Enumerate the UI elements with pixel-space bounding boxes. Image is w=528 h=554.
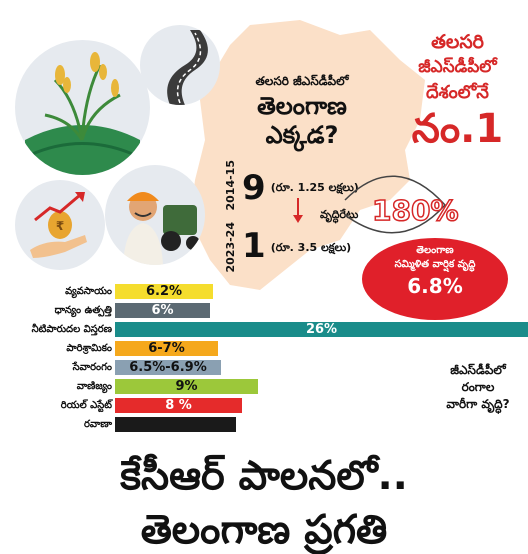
rank-box-line3: దేశంలోనే: [426, 82, 489, 103]
svg-text:₹: ₹: [56, 219, 64, 233]
sector-bar-value: 8 %: [165, 398, 192, 413]
sector-bar-value: 9%: [175, 379, 198, 394]
headline-line2: తెలంగాణ ప్రగతి: [140, 507, 388, 553]
rank-box: తలసరి జీఎస్‌డీపీలో దేశంలోనే నం.1: [390, 30, 525, 152]
cagr-badge: తెలంగాణ సమ్మిళిత వార్షిక వృద్ధి 6.8%: [362, 238, 508, 320]
sector-label: సేవారంగం: [72, 362, 112, 373]
sector-label: వ్యవసాయం: [65, 286, 112, 297]
money-growth-icon: ₹: [15, 180, 105, 270]
map-heading: తలసరి జీఎస్‌డీపీలో తెలంగాణ ఎక్కడ?: [222, 74, 382, 149]
down-arrow-icon: [293, 198, 303, 223]
rank-2023-amount: (రూ. 3.5 లక్షలు): [270, 241, 352, 254]
sector-bar: 8 %: [115, 398, 242, 413]
map-heading-line1: తలసరి జీఎస్‌డీపీలో: [255, 74, 349, 88]
sector-label: పారిశ్రామికం: [66, 343, 112, 354]
sector-label: నీటిపారుదల విస్తరణ: [31, 324, 112, 335]
rank-2014: 9 (రూ. 1.25 లక్షలు): [242, 168, 359, 208]
year-2023-24: 2023-24: [224, 222, 237, 273]
rank-2014-amount: (రూ. 1.25 లక్షలు): [270, 181, 359, 194]
sector-question-line2: రంగాల: [461, 380, 495, 394]
year-2014-15: 2014-15: [224, 160, 237, 211]
rank-box-line1: తలసరి: [431, 31, 484, 53]
rank-box-line2: జీఎస్‌డీపీలో: [418, 57, 497, 77]
sector-label: రియల్ ఎస్టేట్: [60, 400, 112, 411]
rice-plant-icon: [15, 40, 150, 175]
growth-value: 180%: [371, 193, 459, 228]
road-icon: [140, 25, 220, 105]
map-heading-line3: ఎక్కడ?: [265, 121, 339, 149]
sector-question-line3: వారీగా వృద్ధి?: [446, 397, 510, 411]
cagr-line1: తెలంగాణ: [416, 245, 454, 256]
farmer-icon: [105, 165, 205, 265]
cagr-value: 6.8%: [407, 274, 463, 298]
sector-question-line1: జీఎస్‌డీపీలో: [450, 363, 506, 377]
sector-bar: 9%: [115, 379, 258, 394]
sector-bar: 6.2%: [115, 284, 213, 299]
sector-label: వాణిజ్యం: [76, 381, 112, 392]
rank-2023-number: 1: [242, 226, 266, 266]
rank-2023: 1 (రూ. 3.5 లక్షలు): [242, 226, 351, 266]
rank-box-value: నం.1: [411, 106, 504, 152]
sector-bar: 6%: [115, 303, 210, 318]
sector-bar-value: 6.5%-6.9%: [129, 360, 207, 375]
sector-bar-value: 6-7%: [148, 341, 185, 356]
sector-question: జీఎస్‌డీపీలో రంగాల వారీగా వృద్ధి?: [428, 362, 528, 413]
sector-bar-value: 6%: [151, 303, 174, 318]
map-heading-line2: తెలంగాణ: [257, 92, 347, 120]
sector-bar: 6.5%-6.9%: [115, 360, 221, 375]
sector-bar: 26%: [115, 322, 528, 337]
sector-bar-value: 6.2%: [145, 284, 183, 299]
rank-2014-number: 9: [242, 168, 266, 208]
headline-line1: కేసీఆర్ పాలనలో..: [120, 453, 408, 499]
sector-bar-chart: వ్యవసాయం 6.2% ధాన్యం ఉత్పత్తి 6% నీటిపారుదల …: [0, 284, 528, 444]
cagr-line2: సమ్మిళిత వార్షిక వృద్ధి: [394, 259, 476, 270]
sector-bar: 6-7%: [115, 341, 218, 356]
sector-bar: [115, 417, 236, 432]
sector-bar-value: 26%: [305, 322, 338, 337]
telangana-map-shape: [190, 20, 425, 290]
sector-label: రవాణా: [83, 419, 112, 430]
sector-label: ధాన్యం ఉత్పత్తి: [54, 305, 112, 316]
growth-arc: [344, 175, 447, 234]
